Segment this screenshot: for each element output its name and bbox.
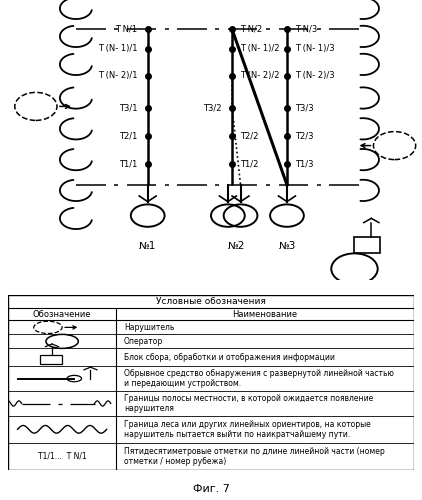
Text: T1/1: T1/1 [119, 160, 137, 168]
Bar [354, 236, 380, 254]
Text: Граница леса или других линейных ориентиров, на которые
нарушитель пытается выйт: Граница леса или других линейных ориенти… [124, 420, 371, 439]
Text: T (N- 1)/1: T (N- 1)/1 [97, 44, 137, 54]
Text: Обозначение: Обозначение [33, 310, 92, 319]
Text: T (N- 1)/3: T (N- 1)/3 [295, 44, 335, 54]
Text: T3/2: T3/2 [203, 104, 222, 112]
Text: T (N- 2)/2: T (N- 2)/2 [241, 71, 280, 80]
Text: T (N- 2)/3: T (N- 2)/3 [295, 71, 335, 80]
Text: Оператор: Оператор [124, 337, 163, 346]
Text: T1/1...  T N/1: T1/1... T N/1 [38, 452, 87, 461]
Text: №2: №2 [227, 242, 245, 252]
Text: T1/3: T1/3 [295, 160, 314, 168]
Text: T3/3: T3/3 [295, 104, 314, 112]
Text: Пятидесятиметровые отметки по длине линейной части (номер
отметки / номер рубежа: Пятидесятиметровые отметки по длине лине… [124, 446, 384, 466]
Text: Фиг. 7: Фиг. 7 [192, 484, 230, 494]
Text: T (N- 2)/1: T (N- 2)/1 [97, 71, 137, 80]
Text: T2/3: T2/3 [295, 132, 314, 140]
Text: T1/2: T1/2 [241, 160, 259, 168]
Text: №1: №1 [139, 242, 157, 252]
Text: T (N- 1)/2: T (N- 1)/2 [241, 44, 280, 54]
Text: Наименование: Наименование [232, 310, 297, 319]
Text: T N/2: T N/2 [241, 25, 262, 34]
Text: T3/1: T3/1 [119, 104, 137, 112]
Text: Нарушитель: Нарушитель [124, 323, 174, 332]
Text: №3: №3 [278, 242, 296, 252]
Text: Блок сбора, обработки и отображения информации: Блок сбора, обработки и отображения инфо… [124, 352, 335, 362]
Text: T2/1: T2/1 [119, 132, 137, 140]
Text: Границы полосы местности, в которой ожидается появление
нарушителя: Границы полосы местности, в которой ожид… [124, 394, 373, 413]
Text: Условные обозначения: Условные обозначения [156, 297, 266, 306]
Text: T N/3: T N/3 [295, 25, 318, 34]
Text: T N/1: T N/1 [115, 25, 137, 34]
Bar [40, 354, 62, 364]
Text: Обрывное средство обнаружения с развернутой линейной частью
и передающим устройс: Обрывное средство обнаружения с разверну… [124, 369, 394, 388]
Text: T2/2: T2/2 [241, 132, 259, 140]
